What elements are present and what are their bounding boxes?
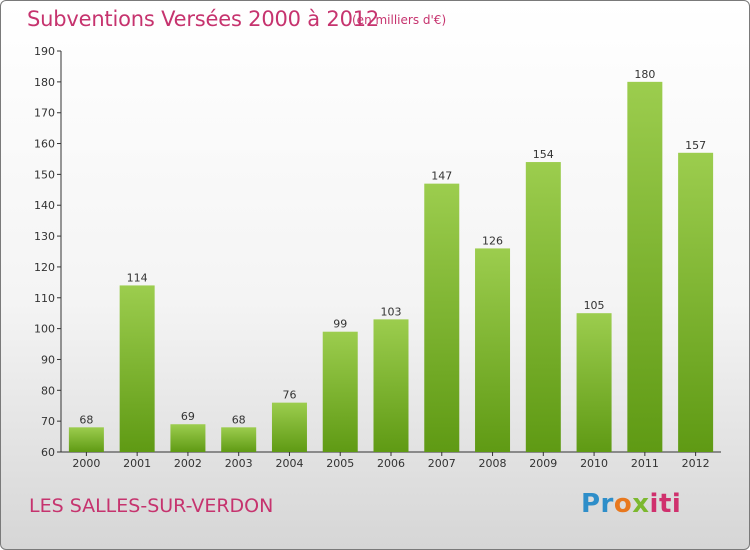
x-tick-label: 2003 <box>225 457 253 470</box>
y-tick-label: 60 <box>41 446 55 459</box>
bar-value-label: 68 <box>79 413 93 426</box>
bar-value-label: 147 <box>431 170 452 183</box>
bar-value-label: 114 <box>127 271 148 284</box>
bar <box>475 248 511 452</box>
bar <box>576 313 612 452</box>
chart-unit: (en milliers d'€) <box>352 13 447 27</box>
y-tick-label: 160 <box>34 138 55 151</box>
x-tick-label: 2012 <box>682 457 710 470</box>
x-tick-label: 2008 <box>479 457 507 470</box>
bar <box>678 152 714 453</box>
y-tick-label: 140 <box>34 199 55 212</box>
bar <box>424 183 460 452</box>
bar <box>322 331 358 452</box>
x-tick-label: 2000 <box>72 457 100 470</box>
y-tick-label: 180 <box>34 76 55 89</box>
bar-value-label: 99 <box>333 318 347 331</box>
x-tick-label: 2005 <box>326 457 354 470</box>
bar-value-label: 157 <box>685 139 706 152</box>
x-tick-label: 2009 <box>529 457 557 470</box>
logo-part-1: Pr <box>581 489 614 519</box>
bar-value-label: 126 <box>482 234 503 247</box>
logo-part-3: x <box>632 489 650 519</box>
bar-value-label: 68 <box>232 413 246 426</box>
bar-value-label: 154 <box>533 148 554 161</box>
y-tick-label: 100 <box>34 323 55 336</box>
bar <box>221 427 257 452</box>
commune-name: LES SALLES-SUR-VERDON <box>29 495 274 517</box>
x-tick-label: 2002 <box>174 457 202 470</box>
y-tick-label: 130 <box>34 230 55 243</box>
x-tick-label: 2010 <box>580 457 608 470</box>
bar-value-label: 103 <box>381 305 402 318</box>
x-tick-label: 2001 <box>123 457 151 470</box>
y-tick-label: 150 <box>34 168 55 181</box>
logo-part-4: iti <box>649 489 682 519</box>
bar-value-label: 69 <box>181 410 195 423</box>
y-tick-label: 170 <box>34 107 55 120</box>
y-tick-label: 70 <box>41 415 55 428</box>
bar <box>68 427 104 452</box>
y-tick-label: 120 <box>34 261 55 274</box>
y-tick-label: 190 <box>34 45 55 58</box>
bar <box>373 319 409 452</box>
y-tick-label: 80 <box>41 384 55 397</box>
bar <box>525 162 561 453</box>
x-tick-label: 2006 <box>377 457 405 470</box>
y-tick-label: 90 <box>41 353 55 366</box>
bar <box>627 81 663 452</box>
bar-value-label: 76 <box>282 389 296 402</box>
x-tick-label: 2007 <box>428 457 456 470</box>
bar <box>170 424 206 452</box>
bar <box>271 402 307 452</box>
bar <box>119 285 155 452</box>
x-tick-label: 2011 <box>631 457 659 470</box>
x-tick-label: 2004 <box>275 457 303 470</box>
chart-title: Subventions Versées 2000 à 2012 <box>27 7 380 31</box>
bar-value-label: 180 <box>634 68 655 81</box>
bar-value-label: 105 <box>584 299 605 312</box>
y-tick-label: 110 <box>34 292 55 305</box>
logo-part-2: o <box>613 489 633 519</box>
proxiti-logo[interactable]: Proxiti <box>581 489 681 519</box>
